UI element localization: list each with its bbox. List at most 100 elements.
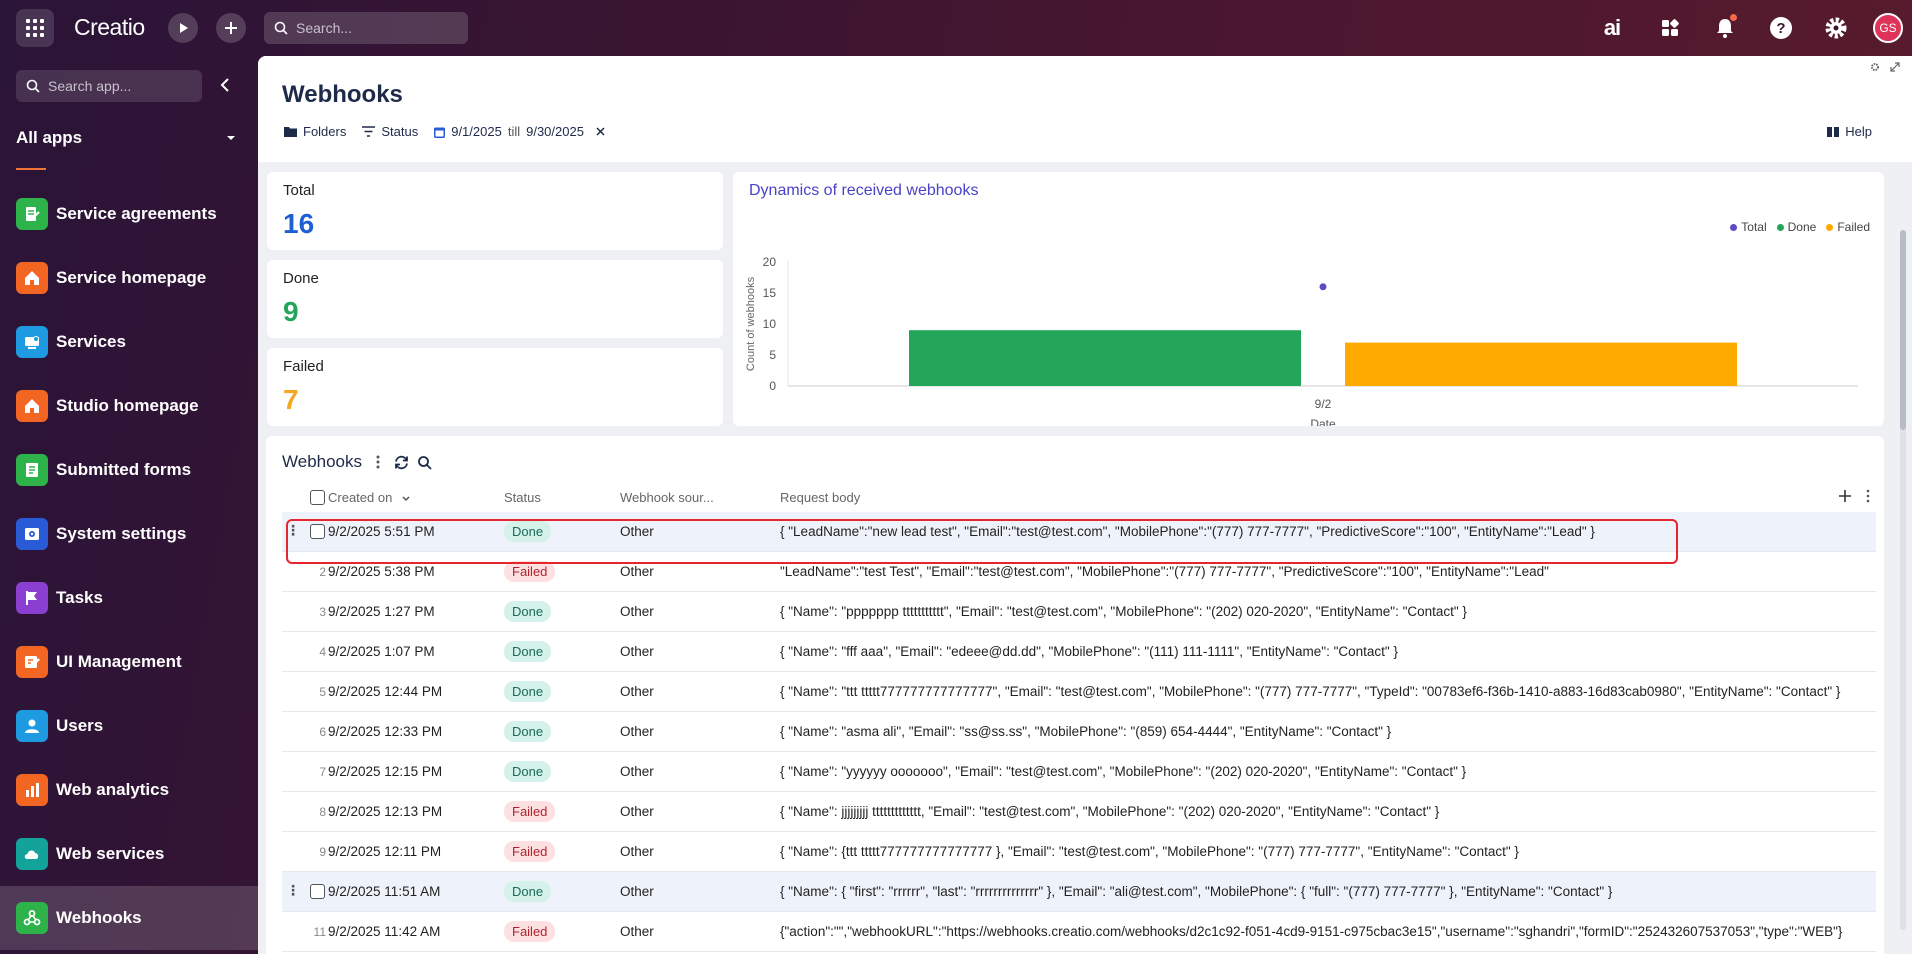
- column-menu-icon[interactable]: [1866, 489, 1870, 503]
- help-link[interactable]: Help: [1827, 124, 1872, 139]
- row-request-body: { "Name": "asma ali", "Email": "ss@ss.ss…: [780, 724, 1392, 739]
- table-row[interactable]: 4 9/2/2025 1:07 PM Done Other { "Name": "fff…: [282, 632, 1876, 672]
- row-status: Failed: [504, 921, 556, 942]
- webhook-icon: [16, 902, 48, 934]
- table-row[interactable]: 7 9/2/2025 12:15 PM Done Other { "Name": "yy…: [282, 752, 1876, 792]
- more-vertical-icon[interactable]: [376, 455, 380, 469]
- table-row[interactable]: 9 9/2/2025 12:11 PM Failed Other { "Name": {…: [282, 832, 1876, 872]
- sidebar-item-webhooks[interactable]: Webhooks: [0, 886, 258, 950]
- sidebar-item-studio-homepage[interactable]: Studio homepage: [0, 374, 258, 438]
- page-scrollbar[interactable]: [1900, 230, 1906, 930]
- bar-failed: [1345, 342, 1737, 386]
- column-body[interactable]: Request body: [780, 490, 861, 505]
- row-source: Other: [620, 844, 654, 859]
- row-created-on: 9/2/2025 12:15 PM: [328, 764, 443, 779]
- row-request-body: { "Name": {ttt ttttt777777777777777 }, "…: [780, 844, 1519, 859]
- analytics-icon: [16, 774, 48, 806]
- table-row[interactable]: 3 9/2/2025 1:27 PM Done Other { "Name": "ppp…: [282, 592, 1876, 632]
- kpi-total-value: 16: [283, 208, 315, 239]
- expand-icon[interactable]: [1890, 62, 1900, 72]
- app-launcher-button[interactable]: [16, 9, 54, 47]
- row-actions-icon[interactable]: ⋮: [286, 882, 300, 898]
- legend-item-total[interactable]: Total: [1730, 220, 1767, 234]
- settings-button[interactable]: [1822, 14, 1850, 42]
- sidebar-item-services[interactable]: Services: [0, 310, 258, 374]
- date-filter[interactable]: 9/1/2025 till 9/30/2025: [434, 124, 605, 139]
- add-column-icon[interactable]: [1838, 489, 1852, 503]
- status-badge: Done: [504, 721, 552, 742]
- table-row[interactable]: 5 9/2/2025 12:44 PM Done Other { "Name": "tt…: [282, 672, 1876, 712]
- top-bar: Creatio ai ? GS: [0, 0, 1912, 54]
- row-request-body: {"action":"","webhookURL":"https://webho…: [780, 924, 1843, 939]
- table-row[interactable]: 11 9/2/2025 11:42 AM Failed Other {"action":…: [282, 912, 1876, 952]
- folders-filter[interactable]: Folders: [284, 124, 346, 139]
- flag-icon: [16, 582, 48, 614]
- widgets-button[interactable]: [1656, 14, 1684, 42]
- run-button[interactable]: [168, 13, 198, 43]
- sidebar-item-tasks[interactable]: Tasks: [0, 566, 258, 630]
- table-row[interactable]: ⋮ 9/2/2025 11:51 AM Done Other { "Name": { "…: [282, 872, 1876, 912]
- row-created-on: 9/2/2025 12:33 PM: [328, 724, 443, 739]
- creatio-logo[interactable]: Creatio: [74, 14, 145, 40]
- settings-small-icon[interactable]: [1870, 62, 1880, 72]
- date-to: 9/30/2025: [526, 124, 584, 139]
- row-source: Other: [620, 524, 654, 539]
- sidebar-item-web-analytics[interactable]: Web analytics: [0, 758, 258, 822]
- column-status[interactable]: Status: [504, 490, 541, 505]
- table-row[interactable]: ⋮ 9/2/2025 5:51 PM Done Other { "LeadName":"…: [282, 512, 1876, 552]
- status-filter[interactable]: Status: [362, 124, 418, 139]
- x-axis-title: Date: [1310, 417, 1336, 426]
- sidebar-item-service-homepage[interactable]: Service homepage: [0, 246, 258, 310]
- row-number: 2: [319, 565, 326, 579]
- app-search[interactable]: [16, 70, 202, 102]
- row-checkbox[interactable]: [310, 524, 325, 539]
- user-avatar[interactable]: GS: [1873, 13, 1903, 43]
- legend-label: Total: [1741, 220, 1767, 234]
- column-label: Created on: [328, 490, 393, 505]
- global-search-input[interactable]: [296, 20, 456, 36]
- row-request-body: { "LeadName":"new lead test", "Email":"t…: [780, 524, 1595, 539]
- date-till-word: till: [507, 124, 521, 139]
- table-row[interactable]: 6 9/2/2025 12:33 PM Done Other { "Name": "as…: [282, 712, 1876, 752]
- legend-item-failed[interactable]: Failed: [1826, 220, 1870, 234]
- row-checkbox[interactable]: [310, 884, 325, 899]
- sidebar-item-service-agreements[interactable]: Service agreements: [0, 182, 258, 246]
- search-icon[interactable]: [417, 455, 432, 470]
- collapse-sidebar-button[interactable]: [214, 74, 236, 96]
- row-request-body: { "Name": "ttt ttttt777777777777777", "E…: [780, 684, 1841, 699]
- clear-filter-icon[interactable]: [596, 127, 605, 136]
- legend-item-done[interactable]: Done: [1776, 220, 1816, 234]
- status-badge: Failed: [504, 841, 556, 862]
- sidebar-item-web-services[interactable]: Web services: [0, 822, 258, 886]
- all-apps-dropdown[interactable]: All apps: [16, 124, 236, 152]
- sidebar-item-system-settings[interactable]: System settings: [0, 502, 258, 566]
- row-created-on: 9/2/2025 12:13 PM: [328, 804, 443, 819]
- kpi-failed-value: 7: [283, 384, 299, 415]
- row-actions-icon[interactable]: ⋮: [286, 522, 300, 538]
- refresh-icon[interactable]: [394, 455, 409, 470]
- grid-rows: ⋮ 9/2/2025 5:51 PM Done Other { "LeadName":"…: [282, 512, 1876, 952]
- widgets-icon: [1662, 19, 1679, 36]
- table-row[interactable]: 8 9/2/2025 12:13 PM Failed Other { "Name": j…: [282, 792, 1876, 832]
- select-all-checkbox[interactable]: [310, 490, 325, 505]
- app-search-input[interactable]: [48, 78, 188, 94]
- help-button[interactable]: ?: [1767, 14, 1795, 42]
- sidebar-item-submitted-forms[interactable]: Submitted forms: [0, 438, 258, 502]
- add-button[interactable]: [216, 13, 246, 43]
- row-source: Other: [620, 604, 654, 619]
- table-row[interactable]: 2 9/2/2025 5:38 PM Failed Other "LeadName":"…: [282, 552, 1876, 592]
- global-search[interactable]: [264, 12, 468, 44]
- sidebar-item-users[interactable]: Users: [0, 694, 258, 758]
- row-status: Failed: [504, 841, 556, 862]
- row-created-on: 9/2/2025 5:38 PM: [328, 564, 435, 579]
- sidebar-item-ui-management[interactable]: UI Management: [0, 630, 258, 694]
- row-source: Other: [620, 764, 654, 779]
- notifications-button[interactable]: [1711, 14, 1739, 42]
- column-source[interactable]: Webhook sour...: [620, 490, 714, 505]
- column-created-on[interactable]: Created on: [328, 490, 410, 505]
- ai-button[interactable]: ai: [1603, 15, 1621, 40]
- row-status: Done: [504, 641, 552, 662]
- scrollbar-thumb[interactable]: [1900, 230, 1906, 430]
- kpi-failed-card: Failed 7: [267, 348, 723, 426]
- status-badge: Failed: [504, 921, 556, 942]
